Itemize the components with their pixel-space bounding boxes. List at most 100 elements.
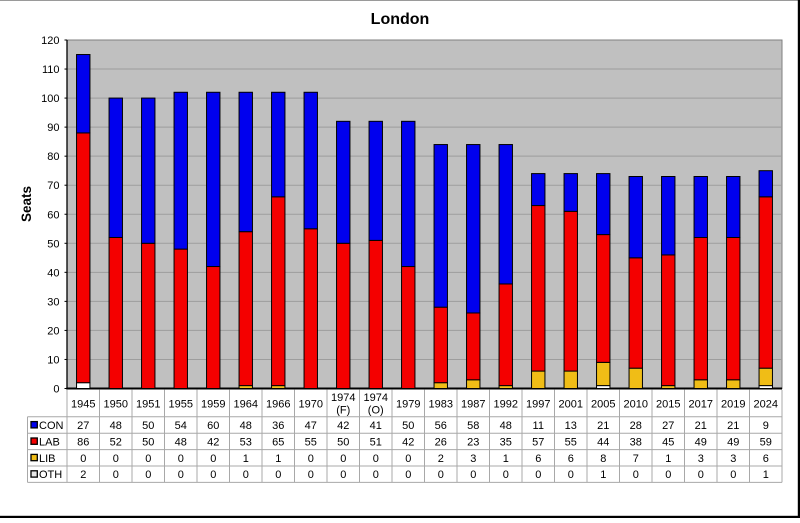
- svg-text:48: 48: [110, 420, 122, 432]
- svg-text:(O): (O): [368, 405, 384, 417]
- svg-text:27: 27: [662, 420, 674, 432]
- svg-text:50: 50: [142, 420, 154, 432]
- svg-text:LAB: LAB: [39, 436, 60, 448]
- svg-text:2015: 2015: [656, 398, 680, 410]
- svg-text:51: 51: [370, 436, 382, 448]
- svg-text:50: 50: [47, 238, 59, 250]
- svg-text:1: 1: [503, 453, 509, 465]
- svg-text:Seats: Seats: [19, 186, 34, 222]
- svg-text:26: 26: [435, 436, 447, 448]
- svg-text:London: London: [371, 11, 430, 28]
- svg-text:1: 1: [600, 469, 606, 481]
- svg-text:21: 21: [597, 420, 609, 432]
- svg-text:42: 42: [337, 420, 349, 432]
- svg-text:(F): (F): [336, 405, 350, 417]
- svg-text:0: 0: [438, 469, 444, 481]
- svg-text:120: 120: [41, 35, 59, 47]
- svg-text:0: 0: [210, 469, 216, 481]
- svg-text:44: 44: [597, 436, 609, 448]
- svg-text:1950: 1950: [104, 398, 128, 410]
- svg-text:2024: 2024: [754, 398, 778, 410]
- svg-text:1992: 1992: [494, 398, 518, 410]
- svg-text:0: 0: [730, 469, 736, 481]
- svg-text:1964: 1964: [234, 398, 258, 410]
- svg-text:60: 60: [207, 420, 219, 432]
- svg-text:0: 0: [113, 453, 119, 465]
- svg-text:35: 35: [500, 436, 512, 448]
- svg-text:6: 6: [568, 453, 574, 465]
- svg-text:36: 36: [272, 420, 284, 432]
- svg-text:1974: 1974: [331, 392, 355, 404]
- svg-text:1: 1: [243, 453, 249, 465]
- svg-text:30: 30: [47, 296, 59, 308]
- svg-text:0: 0: [470, 469, 476, 481]
- svg-text:2005: 2005: [591, 398, 615, 410]
- svg-text:0: 0: [308, 453, 314, 465]
- svg-text:1945: 1945: [71, 398, 95, 410]
- svg-text:27: 27: [77, 420, 89, 432]
- svg-text:50: 50: [337, 436, 349, 448]
- svg-text:1983: 1983: [429, 398, 453, 410]
- svg-text:38: 38: [630, 436, 642, 448]
- svg-text:48: 48: [240, 420, 252, 432]
- svg-text:0: 0: [178, 453, 184, 465]
- svg-text:48: 48: [175, 436, 187, 448]
- svg-text:28: 28: [630, 420, 642, 432]
- svg-text:0: 0: [373, 469, 379, 481]
- svg-text:2001: 2001: [559, 398, 583, 410]
- svg-text:21: 21: [695, 420, 707, 432]
- svg-text:0: 0: [210, 453, 216, 465]
- svg-text:53: 53: [240, 436, 252, 448]
- svg-text:0: 0: [405, 469, 411, 481]
- svg-text:42: 42: [402, 436, 414, 448]
- svg-text:1: 1: [275, 453, 281, 465]
- svg-text:3: 3: [730, 453, 736, 465]
- svg-text:6: 6: [535, 453, 541, 465]
- svg-text:0: 0: [53, 384, 59, 396]
- svg-text:OTH: OTH: [39, 469, 62, 481]
- svg-text:7: 7: [633, 453, 639, 465]
- svg-text:0: 0: [308, 469, 314, 481]
- svg-text:70: 70: [47, 180, 59, 192]
- svg-text:40: 40: [47, 267, 59, 279]
- svg-text:49: 49: [727, 436, 739, 448]
- svg-text:1974: 1974: [364, 392, 388, 404]
- svg-text:2017: 2017: [689, 398, 713, 410]
- svg-text:3: 3: [698, 453, 704, 465]
- svg-text:48: 48: [500, 420, 512, 432]
- svg-text:0: 0: [405, 453, 411, 465]
- svg-text:1979: 1979: [396, 398, 420, 410]
- svg-text:LIB: LIB: [39, 453, 56, 465]
- svg-text:11: 11: [533, 420, 544, 432]
- svg-text:50: 50: [142, 436, 154, 448]
- svg-text:49: 49: [695, 436, 707, 448]
- svg-text:59: 59: [760, 436, 772, 448]
- svg-text:2010: 2010: [624, 398, 648, 410]
- svg-text:2019: 2019: [721, 398, 745, 410]
- svg-text:21: 21: [727, 420, 739, 432]
- svg-text:0: 0: [568, 469, 574, 481]
- svg-text:6: 6: [763, 453, 769, 465]
- svg-text:0: 0: [340, 453, 346, 465]
- svg-text:9: 9: [763, 420, 769, 432]
- svg-text:20: 20: [47, 325, 59, 337]
- svg-text:57: 57: [532, 436, 544, 448]
- svg-text:0: 0: [80, 453, 86, 465]
- svg-text:41: 41: [370, 420, 382, 432]
- svg-text:1: 1: [763, 469, 769, 481]
- svg-text:56: 56: [435, 420, 447, 432]
- svg-text:50: 50: [402, 420, 414, 432]
- svg-text:2: 2: [438, 453, 444, 465]
- svg-text:0: 0: [503, 469, 509, 481]
- svg-text:65: 65: [272, 436, 284, 448]
- svg-text:10: 10: [47, 354, 59, 366]
- svg-text:1987: 1987: [461, 398, 485, 410]
- svg-text:23: 23: [467, 436, 479, 448]
- svg-text:0: 0: [145, 469, 151, 481]
- svg-text:45: 45: [662, 436, 674, 448]
- svg-text:110: 110: [42, 64, 60, 76]
- svg-text:8: 8: [600, 453, 606, 465]
- svg-text:1966: 1966: [266, 398, 290, 410]
- svg-text:0: 0: [340, 469, 346, 481]
- svg-text:0: 0: [145, 453, 151, 465]
